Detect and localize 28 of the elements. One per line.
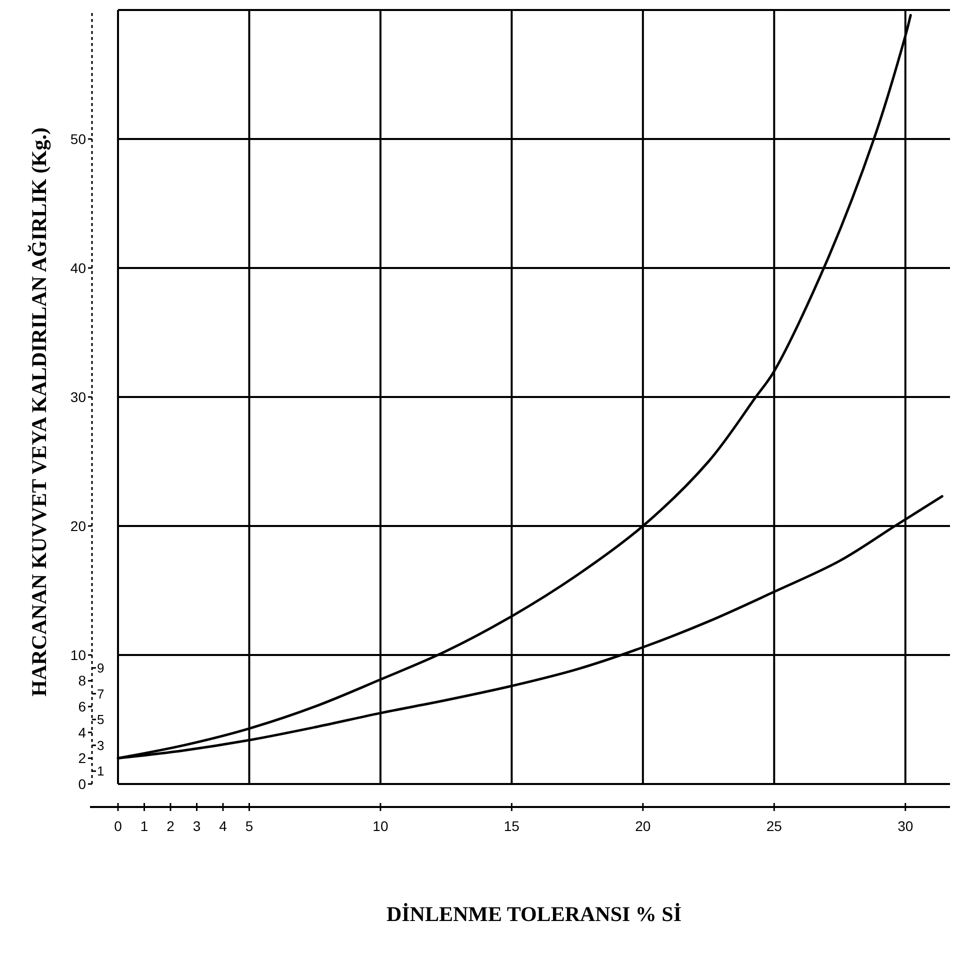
x-tick-label: 15 — [504, 818, 520, 834]
y2-tick-label: 1 — [97, 764, 104, 779]
x-tick-label: 30 — [898, 818, 914, 834]
x-tick-label: 2 — [166, 818, 175, 834]
y-tick-label: 8 — [78, 672, 86, 689]
y-tick-label: 50 — [70, 130, 86, 147]
x-tick-label: 20 — [635, 818, 651, 834]
y-tick-label: 20 — [70, 518, 86, 534]
x-tick-label: 4 — [219, 818, 228, 834]
x-axis-title: DİNLENME TOLERANSI % Sİ — [386, 902, 682, 926]
x-tick-label: 0 — [114, 818, 122, 834]
y-axis-title: HARCANAN KUVVET VEYA KALDIRILAN AĞIRLIK (Kg.) — [27, 127, 51, 697]
y2-tick-label: 9 — [97, 660, 104, 676]
x-tick-label: 3 — [192, 818, 201, 834]
x-tick-label: 1 — [140, 818, 148, 834]
y2-tick-label: 5 — [97, 712, 104, 728]
y-tick-label: 2 — [78, 750, 86, 766]
y2-tick-label: 3 — [97, 738, 104, 753]
x-tick-label: 25 — [766, 818, 782, 834]
x-tick-label: 5 — [245, 818, 254, 834]
y2-tick-label: 7 — [97, 686, 104, 702]
x-tick-label: 10 — [372, 818, 388, 834]
y-tick-label: 40 — [70, 260, 86, 276]
y-tick-label: 6 — [78, 698, 86, 714]
y-tick-label: 4 — [78, 724, 86, 740]
y-tick-label: 10 — [70, 646, 86, 663]
y-tick-label: 30 — [70, 388, 86, 405]
y-tick-label: 0 — [78, 776, 86, 792]
